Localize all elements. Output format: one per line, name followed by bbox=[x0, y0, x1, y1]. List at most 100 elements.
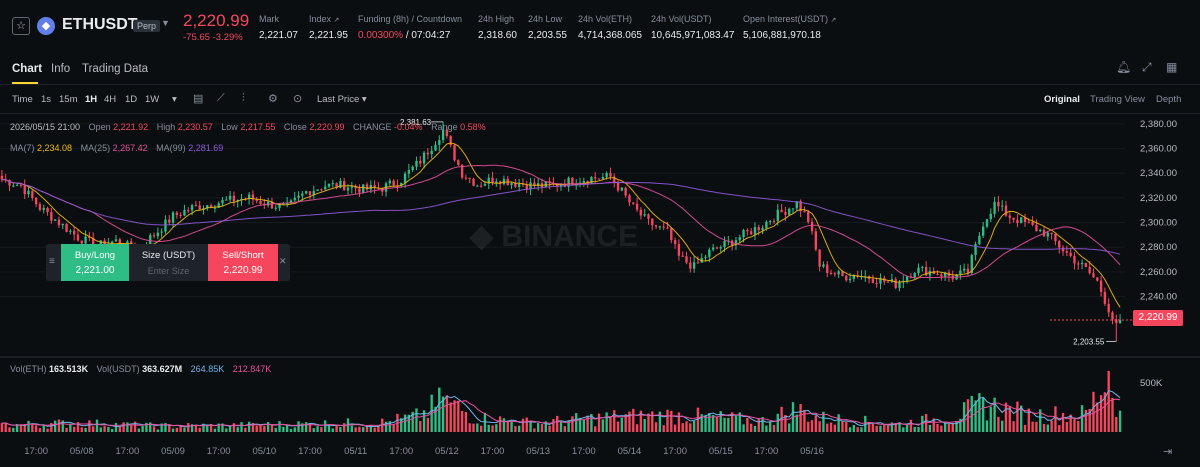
interval-1w[interactable]: 1W bbox=[145, 94, 160, 105]
volume-bar bbox=[274, 427, 277, 432]
volume-bar bbox=[1046, 424, 1050, 432]
candle-body bbox=[217, 203, 220, 208]
volume-bar bbox=[57, 419, 61, 432]
volume-bar bbox=[685, 421, 688, 432]
view-original[interactable]: Original bbox=[1044, 94, 1080, 105]
ohlc-legend: 2026/05/15 21:00 Open 2,221.92 High 2,23… bbox=[10, 122, 486, 132]
volume-bar bbox=[943, 423, 947, 432]
volume-bar bbox=[845, 421, 848, 432]
volume-bar bbox=[422, 410, 426, 432]
tab-info[interactable]: Info bbox=[51, 63, 71, 75]
candle-body bbox=[886, 281, 890, 283]
volume-bar bbox=[955, 421, 958, 432]
size-input[interactable] bbox=[132, 264, 205, 278]
price-type-select[interactable]: Last Price ▾ bbox=[317, 94, 367, 105]
hl-markers: 2,381.63 2,203.55 bbox=[400, 118, 1133, 346]
volume-bar bbox=[1077, 420, 1080, 432]
grid-icon[interactable]: ▦ bbox=[1166, 60, 1178, 74]
reset-icon[interactable]: ⊙ bbox=[293, 93, 303, 105]
drag-handle-icon[interactable]: ≡ bbox=[49, 256, 55, 267]
interval-1d[interactable]: 1D bbox=[125, 94, 138, 105]
volume-bar bbox=[297, 421, 300, 432]
volume-bar bbox=[662, 425, 665, 432]
price-chart[interactable]: ◆ BINANCE 2,380.00 2,360.00 2,340.00 2,320.… bbox=[0, 114, 1200, 467]
volume-bar bbox=[727, 417, 730, 432]
interval-1h[interactable]: 1H bbox=[85, 94, 98, 105]
volume-bar bbox=[517, 425, 521, 432]
volume-bar bbox=[255, 425, 258, 432]
scroll-to-end-icon: ⇥ bbox=[1163, 446, 1172, 458]
candle-body bbox=[61, 223, 64, 226]
volume-bar bbox=[700, 414, 703, 432]
volume-bar bbox=[479, 425, 483, 432]
symbol-name[interactable]: ETHUSDT bbox=[62, 16, 138, 33]
tab-trading-data[interactable]: Trading Data bbox=[82, 63, 149, 75]
bell-icon[interactable]: 🔔︎ bbox=[1116, 60, 1132, 74]
volume-bar bbox=[1012, 421, 1015, 432]
view-depth[interactable]: Depth bbox=[1156, 94, 1182, 105]
sell-short-button[interactable]: Sell/Short 2,220.99 bbox=[208, 244, 278, 281]
y-tick-label: 2,320.00 bbox=[1140, 193, 1177, 204]
price-change-value: -75.65 bbox=[183, 32, 210, 43]
candle-body bbox=[601, 176, 605, 179]
y-axis: 2,380.00 2,360.00 2,340.00 2,320.00 2,300.00… bbox=[1140, 119, 1177, 389]
stat-label: 24h Vol(ETH) bbox=[578, 14, 633, 24]
stat-label: Funding (8h) / Countdown bbox=[358, 14, 463, 24]
stat-open-interest[interactable]: Open Interest(USDT) ↗ 5,106,881,970.18 bbox=[743, 14, 836, 41]
star-icon[interactable]: ☆ bbox=[12, 17, 30, 35]
candle-body bbox=[259, 200, 262, 204]
close-icon[interactable]: ✕ bbox=[279, 256, 287, 266]
external-link-icon: ↗ bbox=[333, 17, 340, 24]
volume-bar bbox=[879, 425, 882, 432]
candle-body bbox=[270, 201, 274, 209]
volume-bar bbox=[864, 415, 867, 432]
x-tick-label: 17:00 bbox=[298, 446, 322, 457]
volume-bar bbox=[183, 427, 186, 432]
volume-bar bbox=[206, 424, 209, 432]
settings-icon[interactable]: ⚙︎ bbox=[268, 93, 278, 105]
volume-bar bbox=[810, 420, 814, 432]
x-tick-label: 05/14 bbox=[618, 446, 642, 457]
x-tick-label: 17:00 bbox=[481, 446, 505, 457]
volume-bar bbox=[316, 426, 319, 432]
volume-bars bbox=[0, 370, 1122, 432]
candle-body bbox=[278, 203, 281, 208]
candle-body bbox=[841, 271, 844, 277]
high-marker-label: 2,381.63 bbox=[400, 118, 432, 127]
indicator-icon[interactable]: ⟋ bbox=[217, 92, 225, 104]
candle-type-icon[interactable]: ⫶ bbox=[242, 92, 245, 104]
candle-body bbox=[84, 236, 87, 244]
chevron-down-icon[interactable]: ▼ bbox=[161, 18, 170, 28]
interval-1s[interactable]: 1s bbox=[41, 94, 52, 105]
candle-body bbox=[788, 208, 791, 215]
stat-index[interactable]: Index ↗ 2,221.95 bbox=[309, 14, 348, 41]
volume-axis-label: 500K bbox=[1140, 378, 1163, 389]
view-trading-view[interactable]: Trading View bbox=[1090, 94, 1145, 105]
interval-more-chevron-icon[interactable]: ▾ bbox=[172, 94, 177, 105]
volume-bar bbox=[304, 422, 308, 432]
volume-bar bbox=[50, 423, 53, 432]
tab-chart[interactable]: Chart bbox=[12, 63, 43, 75]
candle-body bbox=[1069, 252, 1072, 256]
volume-bar bbox=[613, 410, 616, 432]
candle-body bbox=[765, 221, 768, 228]
calendar-icon[interactable]: ▤ bbox=[193, 93, 204, 105]
buy-long-button[interactable]: Buy/Long 2,221.00 bbox=[61, 244, 129, 281]
x-tick-label: 05/11 bbox=[344, 446, 367, 457]
volume-bar bbox=[848, 427, 852, 432]
candle-body bbox=[917, 267, 920, 274]
volume-bar bbox=[247, 421, 251, 432]
interval-4h[interactable]: 4H bbox=[104, 94, 117, 105]
candle-body bbox=[791, 208, 795, 210]
interval-15m[interactable]: 15m bbox=[59, 94, 78, 105]
expand-icon[interactable]: ⤢ bbox=[1142, 60, 1152, 74]
volume-bar bbox=[270, 424, 274, 432]
volume-bar bbox=[719, 411, 722, 432]
volume-bar bbox=[19, 424, 23, 432]
candle-body bbox=[8, 179, 11, 186]
candle-body bbox=[1092, 273, 1095, 278]
candle-body bbox=[989, 213, 992, 220]
candle-body bbox=[80, 240, 83, 244]
vol-usdt-value: 363.627M bbox=[142, 364, 183, 374]
volume-bar bbox=[746, 417, 749, 432]
